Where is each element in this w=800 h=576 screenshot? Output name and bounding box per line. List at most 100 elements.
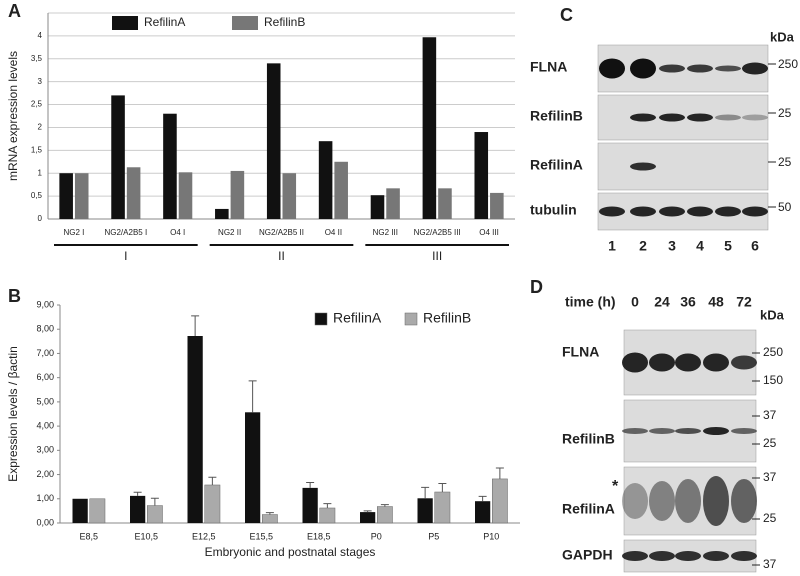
blot-band <box>715 65 741 72</box>
header-label: time (h) <box>565 294 616 310</box>
blot-label: GAPDH <box>562 547 613 563</box>
blot-band <box>731 428 757 434</box>
blot-band <box>731 551 757 561</box>
lane-label: 6 <box>751 238 759 254</box>
blot-band <box>622 551 648 561</box>
y-axis-label: mRNA expression levels <box>6 51 20 181</box>
blot-band <box>649 481 675 521</box>
error-bar <box>323 503 332 508</box>
bar <box>72 498 88 523</box>
x-tick-label: NG2 I <box>63 228 84 237</box>
bar <box>490 192 504 219</box>
blot-band <box>659 113 685 122</box>
blot-band <box>687 64 713 73</box>
marker-label: 25 <box>778 106 792 120</box>
x-tick-label: NG2/A2B5 III <box>414 228 461 237</box>
error-bar <box>248 380 257 413</box>
legend-label: RefilinA <box>333 310 382 326</box>
panel-letter: D <box>530 277 543 297</box>
blot-band <box>742 114 768 121</box>
bar <box>386 188 400 219</box>
marker-label: 250 <box>778 57 798 71</box>
blot-band <box>649 353 675 372</box>
y-tick-label: 3,5 <box>31 54 43 63</box>
bar <box>422 37 437 219</box>
blot-label: RefilinB <box>562 431 615 447</box>
marker-label: 25 <box>778 155 792 169</box>
x-tick-label: NG2/A2B5 II <box>259 228 304 237</box>
blot-band <box>715 206 741 217</box>
panel-letter: C <box>560 5 573 25</box>
blot-band <box>703 353 729 372</box>
group-label: I <box>124 249 127 263</box>
blot-band <box>599 206 625 217</box>
y-tick-label: 4,00 <box>36 420 54 430</box>
marker-label: 37 <box>763 557 777 571</box>
x-tick-label: E15,5 <box>249 531 273 541</box>
bar <box>377 506 393 524</box>
blot-band <box>649 428 675 434</box>
marker-label: 25 <box>763 511 777 525</box>
marker-label: 37 <box>763 470 777 484</box>
bar <box>434 491 451 524</box>
bar <box>59 173 73 219</box>
bar <box>438 188 452 219</box>
blot-label: tubulin <box>530 202 577 218</box>
bar <box>178 172 193 219</box>
y-tick-label: 2 <box>38 123 43 132</box>
y-tick-label: 5,00 <box>36 396 54 406</box>
bar <box>370 195 385 219</box>
error-bar <box>421 486 430 499</box>
bar <box>417 498 433 523</box>
bar <box>187 336 203 523</box>
x-tick-label: NG2 II <box>218 228 241 237</box>
blot-band <box>675 551 701 561</box>
panel-letter: B <box>8 286 21 306</box>
blot-band <box>715 114 741 121</box>
bar <box>266 63 281 219</box>
bar <box>360 512 376 523</box>
y-tick-label: 1,00 <box>36 493 54 503</box>
blot-label: RefilinA <box>530 157 583 173</box>
x-tick-label: O4 II <box>325 228 342 237</box>
blot-band <box>622 352 648 373</box>
bar <box>204 484 221 524</box>
blot-band <box>731 355 757 370</box>
x-tick-label: E12,5 <box>192 531 216 541</box>
bar <box>245 412 261 523</box>
lane-label: 72 <box>736 294 752 310</box>
y-tick-label: 1 <box>38 168 43 177</box>
y-tick-label: 3,00 <box>36 445 54 455</box>
blot-label: RefilinA <box>562 501 615 517</box>
x-tick-label: O4 III <box>479 228 499 237</box>
blot-band <box>687 113 713 122</box>
y-tick-label: 7,00 <box>36 348 54 358</box>
error-bar <box>306 482 315 488</box>
error-bar <box>495 467 504 479</box>
bar <box>302 487 318 523</box>
x-tick-label: E10,5 <box>134 531 158 541</box>
bar <box>492 478 508 524</box>
x-tick-label: P5 <box>428 531 439 541</box>
blot-band <box>630 58 656 79</box>
lane-label: 0 <box>631 294 639 310</box>
y-tick-label: 0,00 <box>36 517 54 527</box>
group-label: III <box>432 249 442 263</box>
marker-label: 250 <box>763 345 783 359</box>
legend-label: RefilinB <box>423 310 471 326</box>
legend-label: RefilinA <box>144 15 185 29</box>
bar <box>474 132 489 219</box>
blot-band <box>649 551 675 561</box>
bar <box>111 95 125 219</box>
x-tick-label: P0 <box>371 531 382 541</box>
blot-band <box>630 113 656 122</box>
lane-label: 24 <box>654 294 670 310</box>
x-axis-label: Embryonic and postnatal stages <box>205 545 376 559</box>
unit-label: kDa <box>770 29 795 44</box>
blot-band <box>675 428 701 434</box>
y-tick-label: 9,00 <box>36 299 54 309</box>
lane-label: 5 <box>724 238 732 254</box>
error-bar <box>380 504 389 507</box>
blot-strip <box>597 142 769 191</box>
